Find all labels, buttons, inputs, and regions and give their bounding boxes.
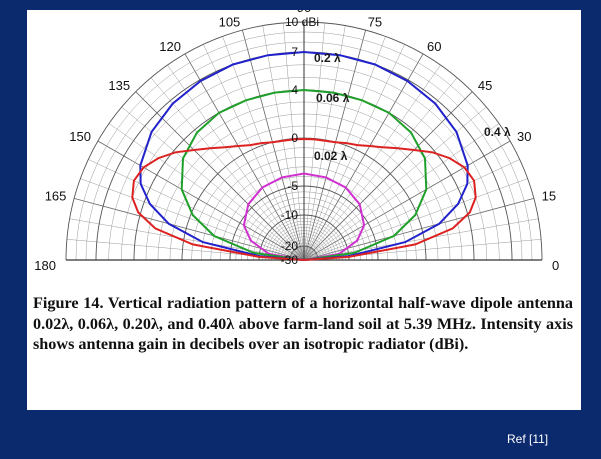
pattern-curve-3: [139, 50, 469, 261]
angle-spoke: [303, 91, 473, 261]
angle-spoke: [303, 178, 528, 261]
angle-spoke: [97, 140, 305, 261]
angle-spoke: [303, 44, 405, 261]
angle-tick-label: 45: [478, 78, 492, 93]
angle-spoke: [303, 25, 346, 261]
pattern-curve-4: [131, 137, 477, 261]
angle-spoke: [108, 123, 305, 261]
angle-tick-label: 60: [427, 39, 441, 54]
angle-spoke: [303, 218, 539, 261]
angle-tick-label: 165: [45, 188, 67, 203]
series-annotation: 0.4 λ: [484, 125, 511, 139]
angle-spoke: [150, 77, 305, 261]
series-annotation: 0.02 λ: [314, 149, 348, 163]
pattern-curve-2: [180, 88, 428, 261]
angle-spoke: [184, 53, 305, 261]
angle-tick-label: 90: [297, 10, 311, 15]
radial-tick-label: -5: [287, 179, 298, 193]
radial-tick-label: -20: [281, 239, 299, 253]
series-annotation: 0.2 λ: [314, 51, 341, 65]
angle-spoke: [73, 198, 305, 261]
radial-tick-label: -30: [281, 253, 299, 267]
angle-spoke: [303, 53, 424, 261]
angle-spoke: [303, 64, 441, 261]
figure-caption: Figure 14. Vertical radiation pattern of…: [33, 294, 573, 353]
angle-tick-label: 120: [159, 39, 181, 54]
angle-spoke: [242, 29, 305, 261]
angle-spoke: [283, 22, 305, 261]
polar-grid: [65, 21, 543, 261]
angle-spoke: [303, 77, 458, 261]
angle-tick-label: 135: [108, 78, 130, 93]
polar-chart: 0 15 30 45 60 75 90 105 120 135 150 165 180 10 dBi 7 4 0…: [34, 10, 559, 273]
angle-spoke: [222, 36, 305, 261]
radial-tick-label: 4: [291, 83, 298, 97]
radial-tick-label: 0: [291, 131, 298, 145]
angle-spoke: [262, 25, 305, 261]
angle-tick-label: 15: [542, 188, 556, 203]
angle-spoke: [303, 29, 366, 261]
angle-tick-label: 105: [219, 14, 241, 29]
angle-spoke: [303, 159, 520, 261]
angle-spoke: [203, 44, 305, 261]
radial-tick-label: 7: [291, 45, 298, 59]
angle-tick-label: 150: [69, 129, 91, 144]
angle-tick-label: 75: [368, 14, 382, 29]
angle-tick-label: 30: [517, 129, 531, 144]
angle-spoke: [88, 159, 305, 261]
angle-spoke: [80, 178, 305, 261]
angle-spoke: [303, 140, 511, 261]
angle-spoke: [167, 64, 305, 261]
angle-tick-label: 180: [34, 258, 56, 273]
angle-spoke: [303, 36, 386, 261]
figure-panel: 0 15 30 45 60 75 90 105 120 135 150 165 180 10 dBi 7 4 0…: [27, 10, 581, 410]
pattern-curves: [131, 50, 477, 261]
angle-spoke: [303, 198, 535, 261]
radial-tick-label: -10: [281, 208, 299, 222]
angle-spoke: [69, 218, 305, 261]
series-annotation: 0.06 λ: [316, 91, 350, 105]
pattern-curve-1: [242, 172, 366, 261]
angle-spoke: [135, 91, 305, 261]
radial-tick-label: 10 dBi: [285, 15, 319, 29]
angle-spoke: [303, 123, 500, 261]
angle-tick-label: 0: [552, 258, 559, 273]
reference-label: Ref [11]: [507, 432, 549, 446]
angle-spoke: [303, 22, 325, 261]
axis-labels: 0 15 30 45 60 75 90 105 120 135 150 165 180 10 dBi 7 4 0…: [34, 10, 559, 273]
